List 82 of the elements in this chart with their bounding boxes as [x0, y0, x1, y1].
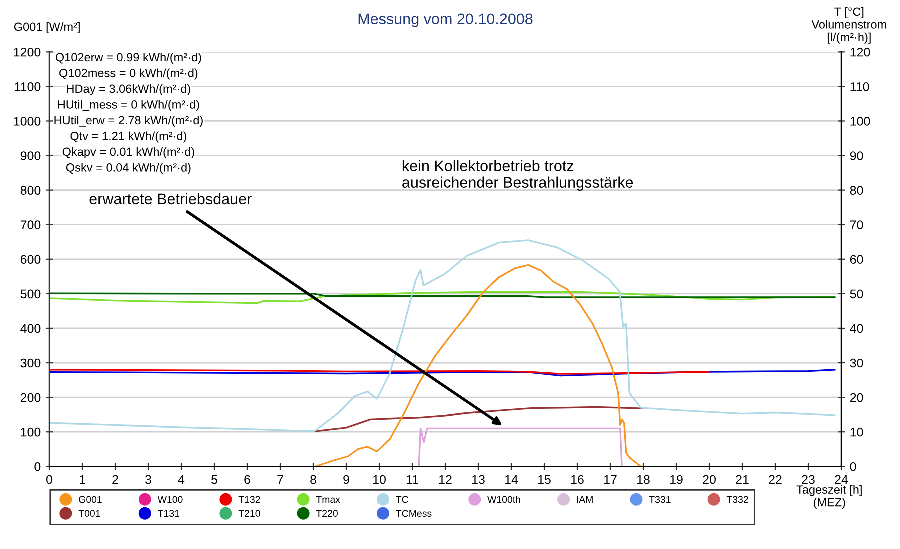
legend-label: W100th — [488, 496, 520, 504]
annotation: HDay = 3.06kWh/(m²·d) — [67, 84, 190, 96]
chart-title: Messung vom 20.10.2008 — [358, 14, 533, 28]
x-tick-label: 1 — [80, 475, 86, 484]
annotation: Q102mess = 0 kWh/(m²·d) — [60, 68, 198, 80]
y2-tick-label: 20 — [850, 393, 864, 402]
y2-tick-label: 100 — [850, 117, 870, 126]
y-tick-label: 200 — [20, 393, 41, 402]
line-series — [315, 264, 642, 467]
x-tick-label: 12 — [440, 475, 452, 484]
x-tick-label: 7 — [278, 475, 284, 484]
x-tick-label: 17 — [604, 475, 617, 484]
legend-label: G001 — [79, 496, 102, 504]
y2-tick-label: 50 — [850, 290, 864, 299]
x-tick-label: 6 — [244, 475, 250, 484]
annotation: Qskv = 0.04 kWh/(m²·d) — [66, 163, 191, 174]
legend-label: T001 — [78, 510, 100, 518]
annotation: kein Kollektorbetrieb trotz ausreichender Bestrahlungsstärke — [402, 160, 634, 192]
y-tick-label: 700 — [20, 220, 41, 230]
annotation: HUtil_mess = 0 kWh/(m²·d) — [58, 100, 200, 112]
y2-tick-label: 70 — [850, 220, 864, 230]
legend-label: TC — [396, 496, 408, 504]
y-tick-label: 1000 — [14, 117, 41, 126]
legend-label: T220 — [316, 510, 338, 518]
y-axis-title: G001 [W/m²] — [14, 22, 80, 34]
legend-label: Tmax — [316, 496, 340, 504]
y-tick-label: 500 — [20, 290, 41, 299]
y-tick-label: 400 — [20, 324, 41, 334]
annotation: HUtil_erw = 2.78 kWh/(m²·d) — [54, 116, 203, 127]
y-tick-label: 100 — [21, 428, 41, 437]
x-tick-label: 0 — [46, 475, 52, 484]
x-tick-label: 18 — [638, 475, 650, 484]
y2-tick-label: 30 — [850, 358, 864, 368]
line-series — [50, 240, 836, 432]
x-tick-label: 13 — [472, 475, 485, 484]
x-tick-label: 22 — [769, 475, 782, 484]
legend-label: T332 — [726, 496, 748, 504]
y-tick-label: 900 — [20, 152, 41, 160]
x-tick-label: 15 — [538, 475, 551, 484]
annotation: Qtv = 1.21 kWh/(m²·d) — [70, 132, 187, 143]
x-tick-label: 16 — [572, 475, 584, 484]
y2-tick-label: 120 — [850, 48, 870, 57]
y2-tick-label: 60 — [850, 255, 864, 264]
y2-axis-title: T [°C] Volumenstrom [l/(m²·h)] — [812, 7, 886, 44]
legend-label: T210 — [238, 510, 260, 518]
x-tick-label: 21 — [736, 475, 749, 484]
y2-tick-label: 10 — [850, 428, 864, 437]
y2-tick-label: 90 — [850, 152, 864, 160]
y2-tick-label: 0 — [850, 462, 856, 472]
y-tick-label: 600 — [20, 255, 41, 264]
annotation: Q102erw = 0.99 kWh/(m²·d) — [56, 52, 202, 64]
x-tick-label: 24 — [835, 475, 848, 484]
x-tick-label: 8 — [310, 475, 316, 484]
y-tick-label: 1200 — [14, 48, 41, 57]
y-tick-label: 1100 — [15, 82, 41, 92]
x-tick-label: 4 — [178, 475, 185, 484]
x-tick-label: 2 — [112, 475, 118, 484]
x-tick-label: 5 — [212, 475, 218, 484]
legend-label: TCMess — [396, 510, 432, 518]
x-tick-label: 19 — [670, 475, 683, 484]
annotation: Qkapv = 0.01 kWh/(m²·d) — [62, 147, 194, 158]
legend-label: T331 — [649, 496, 671, 504]
line-series — [315, 406, 644, 432]
legend-label: T131 — [158, 510, 180, 518]
y2-tick-label: 80 — [850, 186, 864, 195]
legend-label: IAM — [577, 496, 593, 504]
x-tick-label: 3 — [146, 475, 152, 484]
legend-label: T132 — [238, 496, 260, 504]
y2-tick-label: 110 — [850, 82, 870, 92]
y-tick-label: 0 — [34, 462, 41, 472]
x-tick-label: 14 — [506, 475, 518, 484]
x-tick-label: 11 — [406, 475, 418, 484]
x-axis-title: Tageszeit [h] (MEZ) — [796, 485, 862, 510]
legend-label: W100 — [158, 496, 183, 504]
x-tick-label: 10 — [374, 475, 386, 484]
annotation: erwartete Betriebsdauer — [90, 193, 252, 205]
y-tick-label: 300 — [20, 358, 41, 368]
y2-tick-label: 40 — [850, 324, 864, 334]
x-tick-label: 20 — [703, 475, 716, 484]
x-tick-label: 23 — [802, 475, 815, 484]
x-tick-label: 9 — [344, 475, 350, 484]
y-tick-label: 800 — [20, 186, 41, 195]
